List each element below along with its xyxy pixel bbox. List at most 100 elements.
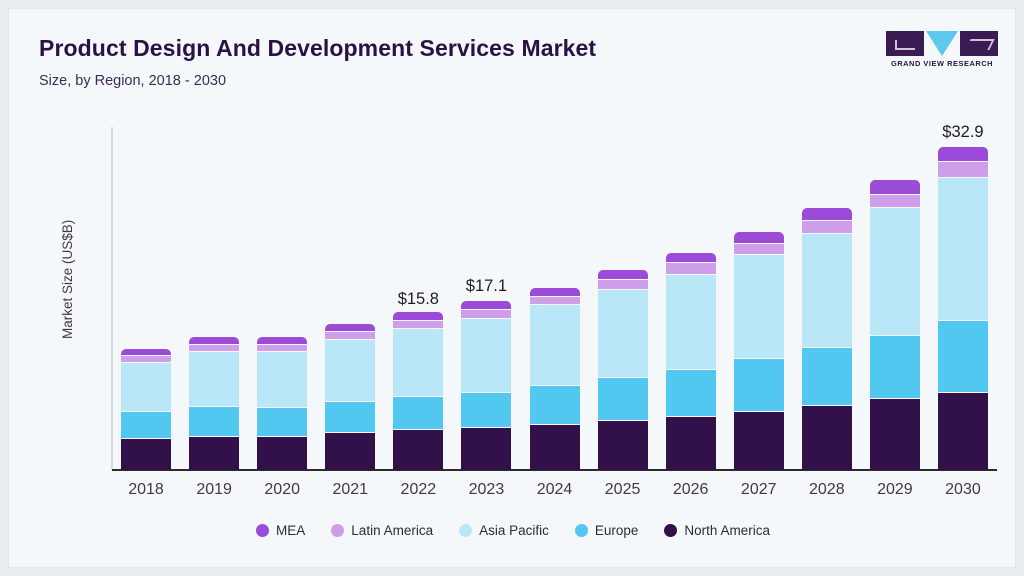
x-axis-tick-label: 2026 [672,481,709,498]
bar-stack[interactable] [733,127,784,470]
bar-segment-europe[interactable] [257,407,308,437]
bar-segment-asia-pacific[interactable] [393,327,444,397]
bar-stack[interactable] [665,127,716,470]
bar-segment-europe[interactable] [733,358,784,413]
bar-stack[interactable] [529,127,580,470]
x-axis-line [112,469,997,471]
legend-swatch-icon [331,524,345,537]
bar-segment-north-america[interactable] [869,399,920,470]
bar-stack[interactable] [937,127,988,470]
bar-segment-mea[interactable] [189,336,240,345]
x-axis-tick-label: 2029 [877,481,913,498]
bar-segment-latin-america[interactable] [121,355,172,364]
bar-segment-europe[interactable] [461,391,512,428]
bar-segment-latin-america[interactable] [393,320,444,329]
bar-segment-asia-pacific[interactable] [461,318,512,393]
bar-segment-north-america[interactable] [121,438,172,470]
bar-stack[interactable] [325,127,376,470]
bar-segment-mea[interactable] [257,336,308,345]
bar-segment-latin-america[interactable] [801,220,852,234]
bar-segment-latin-america[interactable] [529,295,580,306]
bar-segment-europe[interactable] [121,411,172,439]
bar-segment-asia-pacific[interactable] [733,254,784,360]
bar-segment-mea[interactable] [121,349,172,357]
x-axis-tick-label: 2020 [264,481,300,498]
bar-segment-mea[interactable] [325,323,376,332]
bar-segment-north-america[interactable] [801,406,852,470]
bar-segment-north-america[interactable] [325,432,376,470]
bar-segment-mea[interactable] [733,231,784,244]
bar-segment-mea[interactable] [461,301,512,311]
chart-card: Product Design And Development Services … [8,8,1016,568]
bar-segment-mea[interactable] [597,270,648,280]
logo-triangle-icon [926,31,958,56]
bar-segment-asia-pacific[interactable] [801,232,852,349]
page-title: Product Design And Development Services … [39,35,597,61]
legend-label: Europe [594,523,639,538]
bar-segment-mea[interactable] [393,312,444,322]
bar-value-label: $15.8 [397,290,439,309]
bar-segment-north-america[interactable] [937,392,988,470]
bar-segment-north-america[interactable] [189,436,240,470]
bar-stack[interactable] [189,127,240,470]
bar-segment-asia-pacific[interactable] [529,304,580,386]
bar-segment-europe[interactable] [325,401,376,433]
legend-label: MEA [276,523,306,538]
bar-stack[interactable] [801,127,852,470]
x-axis-tick-label: 2024 [536,481,573,498]
bar-segment-latin-america[interactable] [937,161,988,178]
bar-stack[interactable] [461,127,512,470]
bar-stack[interactable] [257,127,308,470]
bar-segment-latin-america[interactable] [461,309,512,320]
bar-segment-asia-pacific[interactable] [597,288,648,378]
bar-segment-europe[interactable] [189,406,240,437]
bar-segment-asia-pacific[interactable] [189,351,240,408]
bar-segment-asia-pacific[interactable] [937,176,988,322]
bar-segment-north-america[interactable] [597,421,648,470]
bar-segment-asia-pacific[interactable] [869,207,920,336]
bar-segment-latin-america[interactable] [869,193,920,209]
bar-stack[interactable] [393,127,444,470]
legend-label: North America [684,523,770,538]
legend-swatch-icon [256,524,270,537]
legend-item[interactable]: Latin America [331,523,433,538]
bar-segment-europe[interactable] [937,320,988,393]
bar-segment-latin-america[interactable] [325,330,376,340]
bar-stack[interactable] [869,127,920,470]
bar-segment-north-america[interactable] [393,429,444,470]
plot-area: Market Size (US$B) 05101520253035 $15.8$… [60,123,997,470]
bar-segment-north-america[interactable] [733,412,784,470]
bar-segment-latin-america[interactable] [665,262,716,275]
bar-segment-mea[interactable] [801,208,852,222]
bar-segment-europe[interactable] [597,376,648,421]
bar-segment-north-america[interactable] [461,427,512,470]
bar-segment-mea[interactable] [869,179,920,195]
bar-segment-north-america[interactable] [257,436,308,470]
bar-segment-latin-america[interactable] [733,242,784,256]
bar-segment-latin-america[interactable] [189,343,240,353]
bar-segment-asia-pacific[interactable] [665,274,716,371]
bar-segment-mea[interactable] [937,146,988,163]
bar-segment-latin-america[interactable] [597,278,648,290]
bar-stack[interactable] [121,127,172,470]
bar-segment-europe[interactable] [393,395,444,430]
bar-segment-latin-america[interactable] [257,343,308,353]
bar-segment-asia-pacific[interactable] [257,351,308,409]
bar-segment-north-america[interactable] [529,424,580,470]
bar-segment-mea[interactable] [529,287,580,297]
legend-item[interactable]: Europe [574,523,639,538]
bar-segment-europe[interactable] [801,347,852,407]
bar-segment-asia-pacific[interactable] [325,338,376,403]
legend-item[interactable]: MEA [256,523,305,538]
y-axis-label: Market Size (US$B) [60,219,75,339]
bar-segment-asia-pacific[interactable] [121,362,172,413]
legend-label: Asia Pacific [479,523,549,538]
bar-segment-europe[interactable] [529,384,580,425]
bar-segment-europe[interactable] [665,369,716,418]
bar-stack[interactable] [597,127,648,470]
bar-segment-europe[interactable] [869,334,920,400]
bar-segment-north-america[interactable] [665,417,716,470]
legend-item[interactable]: North America [664,523,770,538]
bar-segment-mea[interactable] [665,253,716,264]
legend-item[interactable]: Asia Pacific [459,523,549,538]
